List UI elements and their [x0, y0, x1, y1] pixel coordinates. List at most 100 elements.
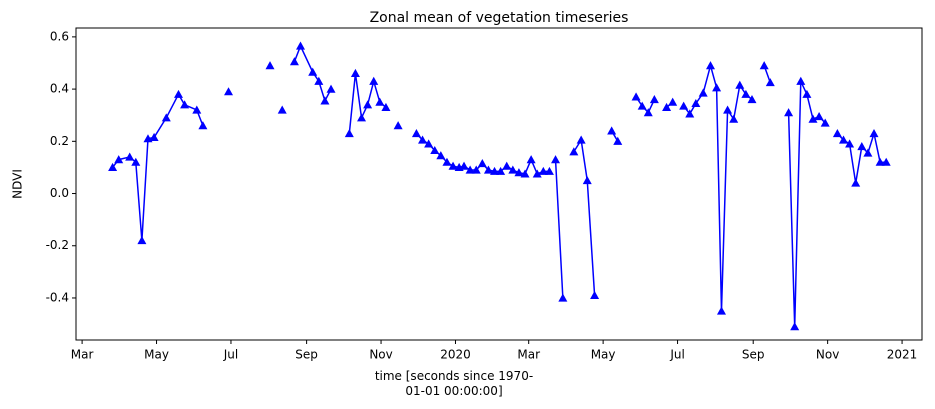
- x-tick-label: Sep: [295, 348, 318, 362]
- data-marker: [173, 89, 183, 98]
- data-marker: [551, 155, 561, 164]
- y-tick-label: 0.6: [50, 29, 69, 43]
- data-marker: [526, 155, 536, 164]
- data-marker: [149, 132, 159, 141]
- data-marker: [114, 155, 124, 164]
- data-marker: [198, 121, 208, 130]
- data-marker: [375, 97, 385, 106]
- x-axis-label: time [seconds since 1970-01-01 00:00:00]: [374, 369, 534, 398]
- data-marker: [735, 80, 745, 89]
- data-marker: [296, 41, 306, 50]
- data-marker: [832, 128, 842, 138]
- x-tick-label: Nov: [369, 348, 392, 362]
- data-marker: [520, 169, 530, 178]
- y-tick-label: 0.4: [50, 82, 69, 96]
- data-marker: [424, 139, 434, 148]
- data-marker: [698, 88, 708, 97]
- data-marker: [192, 105, 202, 114]
- data-marker: [344, 128, 354, 138]
- data-marker: [802, 89, 812, 98]
- data-marker: [814, 112, 824, 121]
- data-marker: [716, 306, 726, 315]
- data-marker: [514, 168, 524, 177]
- data-marker: [685, 109, 695, 118]
- data-marker: [875, 157, 885, 166]
- data-marker: [590, 290, 600, 299]
- data-marker: [442, 157, 452, 166]
- x-tick-label: Mar: [71, 348, 94, 362]
- data-marker: [108, 162, 118, 172]
- data-marker: [790, 322, 800, 331]
- data-marker: [393, 121, 403, 130]
- data-marker: [796, 76, 806, 85]
- x-tick-label: 2020: [440, 348, 471, 362]
- data-marker: [125, 152, 135, 161]
- data-marker: [741, 89, 751, 98]
- data-marker: [308, 67, 318, 76]
- data-marker: [224, 87, 234, 96]
- data-marker: [411, 128, 421, 138]
- data-marker: [881, 157, 891, 166]
- data-marker: [863, 148, 873, 157]
- y-tick-label: -0.4: [46, 290, 69, 304]
- x-tick-label: Sep: [742, 348, 765, 362]
- x-tick-label: Nov: [816, 348, 839, 362]
- data-marker: [471, 165, 481, 174]
- data-marker: [418, 135, 428, 144]
- data-marker: [436, 151, 446, 160]
- data-marker: [490, 166, 500, 175]
- data-marker: [496, 166, 506, 175]
- y-tick-label: 0.2: [50, 134, 69, 148]
- x-tick-label: May: [591, 348, 616, 362]
- data-marker: [483, 165, 493, 174]
- data-marker: [277, 105, 287, 114]
- data-marker: [691, 98, 701, 108]
- data-marker: [502, 161, 512, 170]
- data-marker: [808, 114, 818, 123]
- data-marker: [637, 101, 647, 110]
- data-marker: [357, 113, 367, 122]
- data-marker: [161, 113, 171, 122]
- data-marker: [729, 114, 739, 123]
- data-marker: [613, 136, 623, 145]
- data-marker: [558, 293, 568, 302]
- data-marker: [845, 139, 855, 148]
- data-marker: [643, 108, 653, 117]
- data-marker: [839, 135, 849, 144]
- chart-title: Zonal mean of vegetation timeseries: [370, 10, 629, 26]
- x-tick-label: 2021: [887, 348, 918, 362]
- x-tick-label: Mar: [517, 348, 540, 362]
- data-marker: [607, 126, 617, 135]
- data-marker: [662, 102, 672, 111]
- data-marker: [459, 161, 469, 170]
- x-tick-label: Jul: [223, 348, 238, 362]
- data-marker: [544, 166, 554, 175]
- data-marker: [508, 165, 518, 174]
- data-marker: [857, 142, 867, 151]
- data-marker: [430, 145, 440, 155]
- data-marker: [706, 61, 715, 70]
- y-tick-label: -0.2: [46, 238, 69, 252]
- data-marker: [765, 78, 775, 87]
- data-marker: [631, 92, 641, 101]
- data-marker: [369, 76, 379, 85]
- data-marker: [137, 236, 147, 245]
- data-marker: [465, 165, 475, 174]
- x-tick-label: Jul: [669, 348, 684, 362]
- data-marker: [289, 57, 299, 66]
- data-marker: [582, 175, 592, 185]
- data-marker: [851, 178, 861, 187]
- data-marker: [759, 61, 769, 70]
- data-marker: [538, 166, 548, 175]
- data-marker: [350, 68, 360, 78]
- data-marker: [448, 161, 458, 170]
- y-axis-label: NDVI: [11, 169, 25, 199]
- data-marker: [668, 97, 678, 106]
- data-marker: [679, 101, 689, 110]
- data-marker: [381, 102, 391, 111]
- data-marker: [712, 83, 722, 92]
- data-marker: [320, 96, 330, 105]
- data-marker: [363, 100, 373, 109]
